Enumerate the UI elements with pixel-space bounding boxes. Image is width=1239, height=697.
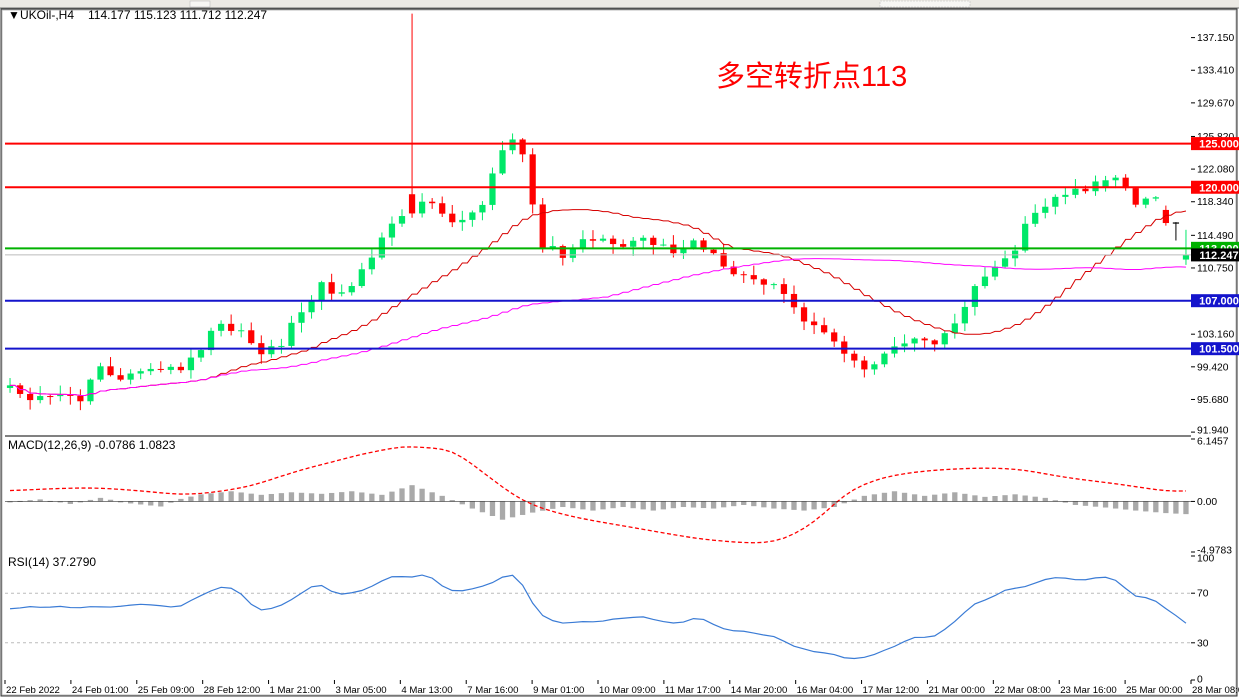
svg-text:118.340: 118.340 <box>1197 197 1234 208</box>
svg-text:6.1457: 6.1457 <box>1197 437 1229 448</box>
svg-text:UKOil-,H4: UKOil-,H4 <box>20 8 74 22</box>
svg-text:114.177 115.123 111.712 112.24: 114.177 115.123 111.712 112.247 <box>88 8 267 22</box>
svg-text:22 Feb 2022: 22 Feb 2022 <box>6 685 60 696</box>
svg-text:22 Mar 08:00: 22 Mar 08:00 <box>994 685 1051 696</box>
svg-text:16 Mar 04:00: 16 Mar 04:00 <box>797 685 854 696</box>
svg-text:28 Mar 08:00: 28 Mar 08:00 <box>1192 685 1239 696</box>
svg-text:112.247: 112.247 <box>1199 250 1238 262</box>
svg-text:7 Mar 16:00: 7 Mar 16:00 <box>467 685 518 696</box>
svg-text:24 Feb 01:00: 24 Feb 01:00 <box>72 685 129 696</box>
svg-text:3 Mar 05:00: 3 Mar 05:00 <box>335 685 386 696</box>
svg-text:0.00: 0.00 <box>1197 497 1217 508</box>
svg-text:14 Mar 20:00: 14 Mar 20:00 <box>731 685 788 696</box>
svg-text:125.000: 125.000 <box>1199 139 1239 151</box>
svg-text:0: 0 <box>1197 675 1203 686</box>
svg-text:25 Mar 00:00: 25 Mar 00:00 <box>1126 685 1183 696</box>
svg-text:28 Feb 12:00: 28 Feb 12:00 <box>204 685 261 696</box>
svg-text:114.490: 114.490 <box>1197 231 1234 242</box>
svg-text:95.680: 95.680 <box>1197 395 1229 406</box>
svg-text:91.940: 91.940 <box>1197 425 1229 436</box>
svg-text:23 Mar 16:00: 23 Mar 16:00 <box>1060 685 1117 696</box>
svg-text:110.750: 110.750 <box>1197 263 1234 274</box>
svg-text:RSI(14) 37.2790: RSI(14) 37.2790 <box>8 555 96 569</box>
svg-text:9 Mar 01:00: 9 Mar 01:00 <box>533 685 584 696</box>
svg-text:1 Mar 21:00: 1 Mar 21:00 <box>270 685 321 696</box>
svg-text:99.420: 99.420 <box>1197 362 1229 373</box>
svg-text:133.410: 133.410 <box>1197 66 1234 77</box>
svg-text:10 Mar 09:00: 10 Mar 09:00 <box>599 685 656 696</box>
svg-text:多空转折点113: 多空转折点113 <box>716 60 907 93</box>
svg-text:100: 100 <box>1197 554 1214 565</box>
svg-text:30: 30 <box>1197 638 1209 649</box>
svg-text:129.670: 129.670 <box>1197 98 1234 109</box>
svg-text:▼: ▼ <box>8 8 20 22</box>
svg-text:25 Feb 09:00: 25 Feb 09:00 <box>138 685 195 696</box>
svg-text:101.500: 101.500 <box>1199 344 1239 356</box>
svg-text:120.000: 120.000 <box>1199 182 1239 194</box>
svg-text:137.150: 137.150 <box>1197 33 1234 44</box>
svg-text:21 Mar 00:00: 21 Mar 00:00 <box>928 685 985 696</box>
svg-text:103.160: 103.160 <box>1197 330 1234 341</box>
svg-text:17 Mar 12:00: 17 Mar 12:00 <box>863 685 920 696</box>
svg-text:122.080: 122.080 <box>1197 165 1234 176</box>
svg-text:MACD(12,26,9) -0.0786 1.0823: MACD(12,26,9) -0.0786 1.0823 <box>8 438 176 452</box>
svg-text:11 Mar 17:00: 11 Mar 17:00 <box>665 685 721 696</box>
svg-text:70: 70 <box>1197 589 1209 600</box>
svg-text:4 Mar 13:00: 4 Mar 13:00 <box>401 685 452 696</box>
svg-text:107.000: 107.000 <box>1199 296 1239 308</box>
